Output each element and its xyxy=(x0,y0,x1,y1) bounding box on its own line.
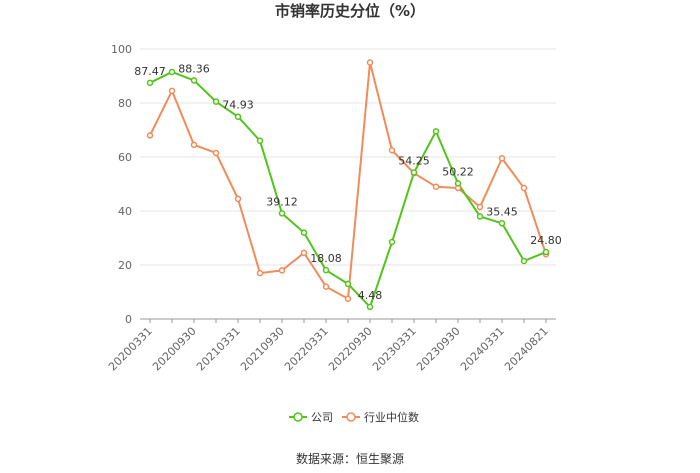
point-company xyxy=(410,169,418,176)
y-tick-label: 0 xyxy=(125,313,132,326)
data-label-company: 39.12 xyxy=(266,195,298,208)
legend: 公司 行业中位数 xyxy=(289,410,419,424)
point-company xyxy=(498,220,506,227)
y-tick-label: 40 xyxy=(118,205,132,218)
point-company xyxy=(234,113,242,120)
legend-item-company[interactable]: 公司 xyxy=(289,411,333,424)
point-company xyxy=(322,266,330,274)
series-lines xyxy=(149,61,547,308)
y-tick-label: 80 xyxy=(118,97,132,110)
legend-label-company: 公司 xyxy=(311,411,333,424)
point-industry xyxy=(234,195,242,203)
point-company xyxy=(366,303,374,311)
x-tick-label: 20200930 xyxy=(150,325,199,374)
point-company xyxy=(454,180,462,187)
series-line-company xyxy=(149,70,547,308)
point-company xyxy=(212,98,220,105)
point-industry xyxy=(212,149,220,157)
point-industry xyxy=(344,295,352,302)
data-label-company: 35.45 xyxy=(486,205,518,218)
chart-title: 市销率历史分位（%） xyxy=(275,2,425,20)
data-label-company: 87.47 xyxy=(134,65,166,78)
legend-marker-company xyxy=(293,412,303,422)
point-company xyxy=(190,77,198,84)
point-company xyxy=(300,229,308,236)
point-industry xyxy=(146,132,154,139)
data-source: 数据来源：恒生聚源 xyxy=(296,451,404,466)
series-line-industry xyxy=(149,61,547,300)
point-company xyxy=(432,128,440,135)
point-company xyxy=(168,68,176,76)
point-company xyxy=(344,280,352,288)
data-label-company: 50.22 xyxy=(442,165,474,178)
data-label-company: 4.48 xyxy=(358,289,383,302)
point-company xyxy=(146,79,154,87)
x-axis: 2020033120200930202103312021093020220331… xyxy=(106,318,556,374)
point-industry xyxy=(168,87,176,95)
point-industry xyxy=(366,59,374,66)
x-tick-label: 20220331 xyxy=(282,325,331,374)
series-points xyxy=(146,59,550,311)
data-label-company: 18.08 xyxy=(310,252,342,265)
data-label-company: 24.80 xyxy=(530,234,562,247)
point-company xyxy=(520,257,528,265)
legend-label-industry: 行业中位数 xyxy=(364,410,419,424)
x-tick-label: 20230331 xyxy=(370,325,419,374)
point-company xyxy=(542,248,550,256)
data-label-company: 88.36 xyxy=(178,62,210,75)
y-axis: 0 20 40 60 80 100 xyxy=(111,43,132,326)
grid xyxy=(140,48,556,266)
x-tick-label: 20240331 xyxy=(458,325,507,374)
legend-item-industry-median[interactable]: 行业中位数 xyxy=(342,410,419,424)
data-labels: 87.47 88.36 74.93 39.12 18.08 4.48 54.25 50.22 3… xyxy=(134,62,562,301)
point-industry xyxy=(256,269,264,277)
point-industry xyxy=(476,203,484,211)
point-industry xyxy=(432,183,440,190)
x-tick-label: 20200331 xyxy=(106,325,155,374)
point-industry xyxy=(520,184,528,192)
point-industry xyxy=(322,283,330,290)
point-industry xyxy=(190,141,198,149)
point-company xyxy=(256,137,264,145)
point-industry xyxy=(300,249,308,257)
x-tick-label: 20210930 xyxy=(238,325,287,374)
x-tick-label: 20240821 xyxy=(502,325,551,374)
point-industry xyxy=(498,155,506,162)
point-industry xyxy=(388,147,396,154)
x-tick-label: 20210331 xyxy=(194,325,243,374)
point-company xyxy=(476,213,484,220)
y-tick-label: 100 xyxy=(111,43,132,56)
x-tick-label: 20220930 xyxy=(326,325,375,374)
y-tick-label: 20 xyxy=(118,259,132,272)
data-label-company: 74.93 xyxy=(222,99,254,112)
point-company xyxy=(278,210,286,217)
point-industry xyxy=(278,267,286,274)
data-label-company: 54.25 xyxy=(398,155,430,168)
x-tick-label: 20230930 xyxy=(414,325,463,374)
point-company xyxy=(388,238,396,246)
legend-marker-industry xyxy=(346,412,356,422)
y-tick-label: 60 xyxy=(118,151,132,164)
